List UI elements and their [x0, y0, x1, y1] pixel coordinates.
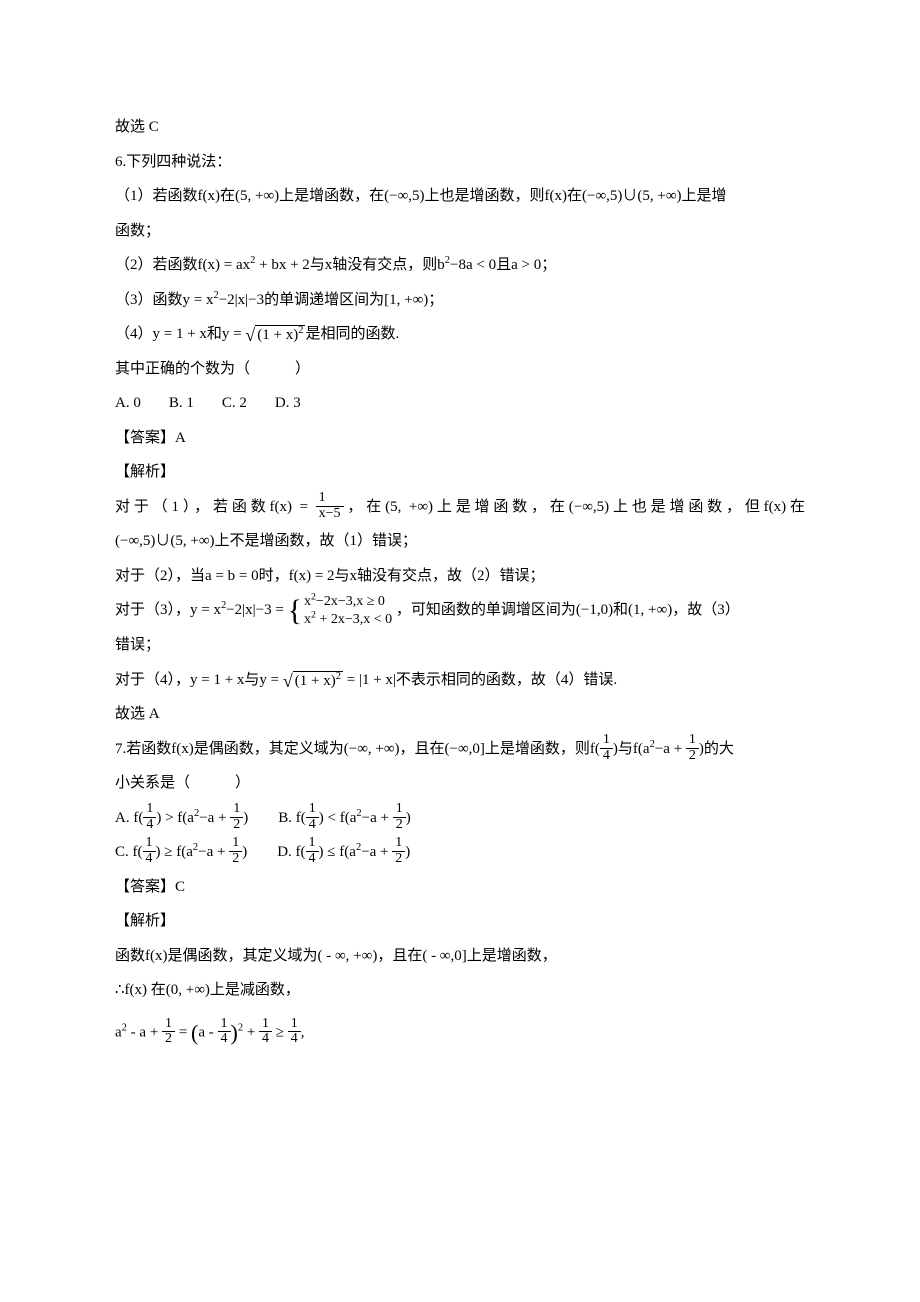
q7-options-row2: C. f(14) ≥ f(a2−a + 12) D. f(14) ≤ f(a2−…	[115, 835, 805, 870]
text: （4）y = 1 + x和y =	[115, 326, 245, 342]
text: = |1 + x|不表示相同的函数，故（4）错误.	[343, 672, 617, 688]
text: a	[115, 1024, 122, 1040]
text: −8a < 0且a > 0；	[450, 257, 556, 273]
q6-option-b: B. 1	[169, 386, 194, 421]
text: - a +	[127, 1024, 162, 1040]
q6-header: 6.下列四种说法：	[115, 145, 805, 180]
q6-ex4: 对于（4），y = 1 + x与y = √(1 + x)2 = |1 + x|不…	[115, 663, 805, 698]
fraction: 12	[686, 733, 699, 763]
q6-ex1a: 对于（1），若函数f(x) = 1x−5，在(5, +∞)上是增函数，在(−∞,…	[115, 490, 805, 525]
text: 对于（1），若函数f(x) =	[115, 499, 316, 515]
fraction: 1x−5	[316, 491, 344, 521]
q6-explain-label: 【解析】	[115, 455, 805, 490]
text: +	[243, 1024, 259, 1040]
fraction: 12	[229, 836, 242, 866]
q7-explain-label: 【解析】	[115, 904, 805, 939]
piecewise: {x2−2x−3,x ≥ 0x2 + 2x−3,x < 0	[288, 593, 393, 628]
sqrt: √(1 + x)2	[283, 671, 343, 690]
text: （2）若函数f(x) = ax	[115, 257, 250, 273]
text: ，在(5, +∞)上是增函数，在(−∞,5)上也是增函数，但f(x)在	[344, 499, 805, 515]
fraction: 14	[143, 802, 156, 832]
rparen-icon: )	[231, 1020, 238, 1045]
q6-ex2: 对于（2），当a = b = 0时，f(x) = 2与x轴没有交点，故（2）错误…	[115, 559, 805, 594]
radical-sign: √	[283, 672, 293, 690]
q7-option-a: A. f(14) > f(a2−a + 12)	[115, 801, 248, 836]
brace-icon: {	[288, 596, 302, 626]
q5-conclusion: 故选 C	[115, 110, 805, 145]
q7-ex3: a2 - a + 12 = (a - 14)2 + 14 ≥ 14,	[115, 1008, 805, 1059]
q6-option-a: A. 0	[115, 386, 141, 421]
text: )的大	[699, 741, 734, 757]
exp-2: 2	[298, 325, 303, 336]
text: ，可知函数的单调增区间为(−1,0)和(1, +∞)，故（3）	[392, 602, 740, 618]
q6-stmt3: （3）函数y = x2−2|x|−3的单调递增区间为[1, +∞)；	[115, 283, 805, 318]
q7-ex2: ∴f(x) 在(0, +∞)上是减函数，	[115, 973, 805, 1008]
q6-answer: 【答案】A	[115, 421, 805, 456]
text: （3）函数y = x	[115, 292, 213, 308]
q6-ex1b: (−∞,5)∪(5, +∞)上不是增函数，故（1）错误；	[115, 524, 805, 559]
q7-ex1: 函数f(x)是偶函数，其定义域为( - ∞, +∞)，且在( - ∞,0]上是增…	[115, 939, 805, 974]
q7-options-row1: A. f(14) > f(a2−a + 12) B. f(14) < f(a2−…	[115, 801, 805, 836]
q7-header-b: 小关系是（ ）	[115, 766, 805, 801]
q6-ex3b: 错误；	[115, 628, 805, 663]
fraction: 14	[288, 1017, 301, 1047]
fraction: 12	[162, 1017, 175, 1047]
fraction: 14	[306, 836, 319, 866]
radical-sign: √	[245, 326, 255, 344]
fraction: 12	[393, 802, 406, 832]
q6-stmt1b: 函数；	[115, 214, 805, 249]
fraction: 14	[143, 836, 156, 866]
q6-stmt1a: （1）若函数f(x)在(5, +∞)上是增函数，在(−∞,5)上也是增函数，则f…	[115, 179, 805, 214]
q7-option-d: D. f(14) ≤ f(a2−a + 12)	[277, 835, 410, 870]
q6-ex3a: 对于（3），y = x2−2|x|−3 = {x2−2x−3,x ≥ 0x2 +…	[115, 593, 805, 628]
q6-option-d: D. 3	[275, 386, 301, 421]
q7-option-b: B. f(14) < f(a2−a + 12)	[278, 801, 410, 836]
text: 对于（4），y = 1 + x与y =	[115, 672, 283, 688]
fraction: 14	[306, 802, 319, 832]
q7-option-c: C. f(14) ≥ f(a2−a + 12)	[115, 835, 247, 870]
q6-stmt2: （2）若函数f(x) = ax2 + bx + 2与x轴没有交点，则b2−8a …	[115, 248, 805, 283]
q6-option-c: C. 2	[222, 386, 247, 421]
q6-options: A. 0 B. 1 C. 2 D. 3	[115, 386, 805, 421]
text: −2|x|−3 =	[226, 602, 287, 618]
text: 7.若函数f(x)是偶函数，其定义域为(−∞, +∞)，且在(−∞,0]上是增函…	[115, 741, 600, 757]
radicand: (1 + x)2	[293, 671, 343, 690]
case-2: x2 + 2x−3,x < 0	[304, 611, 392, 629]
fraction: 12	[230, 802, 243, 832]
text: ≥	[272, 1024, 288, 1040]
page: 故选 C 6.下列四种说法： （1）若函数f(x)在(5, +∞)上是增函数，在…	[0, 0, 920, 1302]
text: −a +	[655, 741, 686, 757]
q6-stmt4: （4）y = 1 + x和y = √(1 + x)2是相同的函数.	[115, 317, 805, 352]
q6-count-question: 其中正确的个数为（ ）	[115, 352, 805, 387]
fraction: 12	[392, 836, 405, 866]
text: =	[175, 1024, 191, 1040]
text: 是相同的函数.	[305, 326, 399, 342]
fraction: 14	[600, 733, 613, 763]
text: )与f(a	[613, 741, 650, 757]
text: a -	[198, 1024, 217, 1040]
text: ,	[301, 1024, 305, 1040]
fraction: 14	[218, 1017, 231, 1047]
fraction: 14	[259, 1017, 272, 1047]
text: + bx + 2与x轴没有交点，则b	[255, 257, 444, 273]
q6-conclusion: 故选 A	[115, 697, 805, 732]
text: −2|x|−3的单调递增区间为[1, +∞)；	[219, 292, 444, 308]
exp-2: 2	[336, 671, 341, 682]
text: 对于（3），y = x	[115, 602, 221, 618]
radicand: (1 + x)2	[255, 325, 305, 344]
case-1: x2−2x−3,x ≥ 0	[304, 593, 392, 611]
q7-header-a: 7.若函数f(x)是偶函数，其定义域为(−∞, +∞)，且在(−∞,0]上是增函…	[115, 732, 805, 767]
cases: x2−2x−3,x ≥ 0x2 + 2x−3,x < 0	[304, 593, 392, 628]
q7-answer: 【答案】C	[115, 870, 805, 905]
sqrt: √(1 + x)2	[245, 325, 305, 344]
